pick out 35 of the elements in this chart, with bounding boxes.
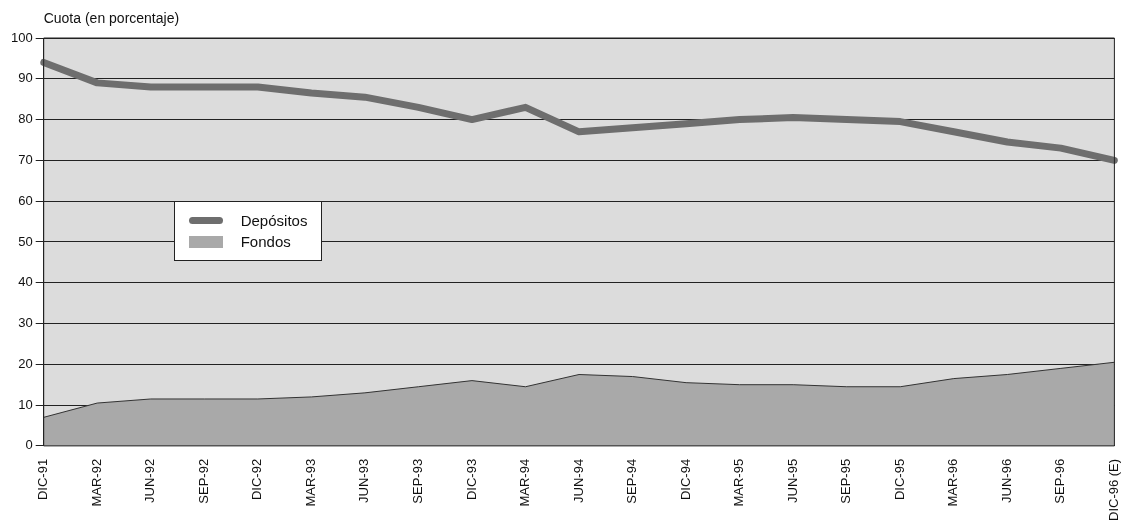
y-tick-label: 10: [18, 396, 33, 412]
legend-label: Depósitos: [240, 212, 308, 230]
x-tick-label: SEP-96: [1052, 458, 1068, 504]
x-tick-label: SEP-94: [624, 458, 640, 504]
x-tick-label: MAR-93: [302, 458, 318, 507]
y-tick-label: 40: [18, 274, 33, 290]
x-tick-label: JUN-96: [998, 458, 1014, 503]
x-tick-label: SEP-92: [195, 458, 211, 504]
y-axis-title: Cuota (en porcentaje): [43, 10, 180, 26]
x-tick-label: DIC-92: [249, 458, 265, 501]
y-tick-label: 30: [18, 315, 33, 331]
x-tick-label: MAR-94: [517, 458, 533, 507]
x-tick-label: DIC-96 (E): [1105, 458, 1121, 522]
y-tick-label: 80: [18, 111, 33, 127]
x-tick-label: JUN-92: [142, 458, 158, 503]
x-tick-label: DIC-93: [463, 458, 479, 501]
x-tick-label: JUN-94: [570, 458, 586, 503]
x-tick-label: MAR-96: [945, 458, 961, 507]
y-tick-label: 90: [18, 70, 33, 86]
y-tick-label: 20: [18, 355, 33, 371]
x-tick-label: DIC-94: [677, 458, 693, 501]
x-tick-label: DIC-95: [891, 458, 907, 501]
y-tick-label: 50: [18, 233, 33, 249]
x-tick-label: JUN-95: [784, 458, 800, 503]
x-tick-label: SEP-95: [838, 458, 854, 504]
x-tick-label: SEP-93: [410, 458, 426, 504]
y-tick-label: 100: [10, 29, 33, 45]
legend-label: Fondos: [240, 233, 291, 251]
x-tick-label: JUN-93: [356, 458, 372, 503]
y-tick-label: 60: [18, 192, 33, 208]
y-tick-label: 70: [18, 151, 33, 167]
x-tick-label: MAR-92: [88, 458, 104, 507]
y-tick-label: 0: [25, 437, 33, 453]
x-tick-label: DIC-91: [35, 458, 51, 501]
x-tick-label: MAR-95: [731, 458, 747, 507]
